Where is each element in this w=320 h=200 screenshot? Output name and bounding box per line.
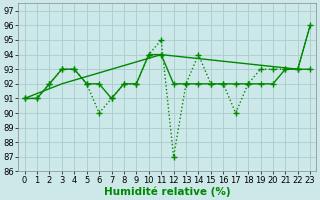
X-axis label: Humidité relative (%): Humidité relative (%): [104, 186, 231, 197]
